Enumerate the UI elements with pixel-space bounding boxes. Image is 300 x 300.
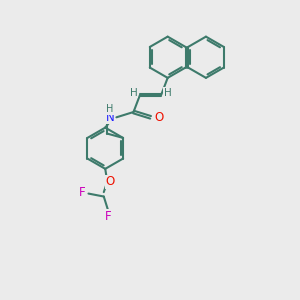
Text: O: O bbox=[154, 111, 164, 124]
Text: H: H bbox=[164, 88, 172, 98]
Text: N: N bbox=[106, 111, 114, 124]
Text: H: H bbox=[106, 104, 114, 114]
Text: O: O bbox=[106, 175, 115, 188]
Text: H: H bbox=[130, 88, 137, 98]
Text: F: F bbox=[105, 210, 112, 223]
Text: F: F bbox=[79, 187, 86, 200]
